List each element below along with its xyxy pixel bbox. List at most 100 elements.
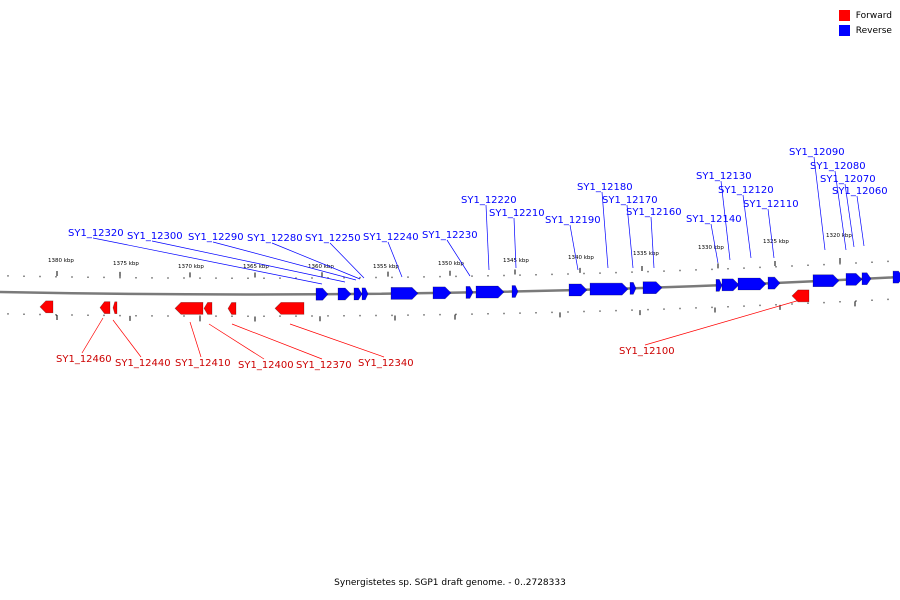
reverse-gene-label: SY1_12230 — [422, 230, 478, 241]
reverse-gene-label: SY1_12180 — [577, 182, 633, 193]
legend-reverse-label: Reverse — [855, 25, 892, 36]
forward-gene-label: SY1_12460 — [56, 354, 112, 365]
reverse-gene-label: SY1_12160 — [626, 207, 682, 218]
reverse-swatch — [838, 25, 850, 36]
genome-caption: Synergistetes sp. SGP1 draft genome. - 0… — [334, 578, 566, 588]
reverse-leader-line — [513, 217, 517, 269]
reverse-leader-line — [844, 183, 855, 248]
legend: Forward Reverse — [838, 9, 892, 39]
reverse-gene-label: SY1_12120 — [718, 185, 774, 196]
reverse-gene-arrow — [845, 273, 863, 286]
gene-arrows — [39, 270, 900, 315]
reverse-gene-label: SY1_12060 — [832, 186, 888, 197]
reverse-gene-label: SY1_12190 — [545, 215, 601, 226]
scale-label: 1335 kbp — [633, 251, 659, 257]
reverse-gene-label: SY1_12320 — [68, 228, 124, 239]
reverse-gene-arrow — [568, 283, 588, 297]
forward-leader-line — [644, 299, 801, 346]
reverse-gene-arrow — [353, 287, 363, 301]
scale-label: 1375 kbp — [113, 261, 139, 267]
forward-leader-line — [189, 321, 202, 358]
reverse-leader-line — [446, 239, 471, 277]
forward-swatch — [838, 10, 850, 21]
reverse-gene-label: SY1_12080 — [810, 161, 866, 172]
reverse-gene-arrow — [465, 286, 474, 299]
reverse-gene-label: SY1_12250 — [305, 233, 361, 244]
kbp-scale-labels: 1380 kbp 1375 kbp 1370 kbp 1365 kbp 1360 kbp… — [48, 233, 852, 270]
reverse-leader-line — [92, 237, 323, 285]
scale-label: 1360 kbp — [308, 264, 334, 270]
legend-forward-label: Forward — [855, 10, 892, 21]
reverse-gene-label: SY1_12090 — [789, 147, 845, 158]
reverse-leader-line — [329, 242, 365, 279]
forward-leader-line — [208, 323, 265, 360]
reverse-leader-line — [742, 194, 752, 259]
reverse-gene-label: SY1_12220 — [461, 195, 517, 206]
tick-marks — [7, 258, 889, 322]
scale-label: 1350 kbp — [438, 261, 464, 267]
forward-gene-arrow — [99, 301, 111, 314]
forward-gene-label: SY1_12410 — [175, 358, 231, 369]
reverse-leader-line — [834, 170, 847, 251]
scale-label: 1355 kbp — [373, 264, 399, 270]
reverse-gene-arrow — [361, 287, 369, 301]
reverse-leader-line — [151, 240, 346, 283]
reverse-leader-line — [271, 242, 361, 280]
forward-gene-arrow — [174, 302, 204, 315]
forward-leader-line — [231, 323, 323, 360]
reverse-gene-label: SY1_12110 — [743, 199, 799, 210]
forward-gene-label: SY1_12340 — [358, 358, 414, 369]
reverse-gene-arrow — [812, 274, 840, 288]
reverse-leader-line — [720, 180, 731, 261]
reverse-leader-line — [626, 204, 634, 269]
forward-leader-line — [81, 317, 104, 354]
reverse-gene-label: SY1_12280 — [247, 233, 303, 244]
legend-reverse: Reverse — [838, 24, 892, 37]
reverse-gene-label: SY1_12240 — [363, 232, 419, 243]
gene-labels: SY1_12320 SY1_12300 SY1_12290 SY1_12280 SY1_… — [56, 147, 888, 371]
legend-forward: Forward — [838, 9, 892, 22]
reverse-leader-line — [601, 191, 609, 269]
label-leader-lines — [81, 156, 865, 360]
reverse-gene-label: SY1_12290 — [188, 232, 244, 243]
reverse-gene-arrow — [642, 281, 663, 295]
reverse-gene-label: SY1_12170 — [602, 195, 658, 206]
forward-gene-arrow — [227, 302, 237, 315]
reverse-leader-line — [485, 204, 490, 271]
scale-label: 1320 kbp — [826, 233, 852, 239]
scale-label: 1325 kbp — [763, 239, 789, 245]
reverse-gene-arrow — [475, 285, 505, 299]
reverse-leader-line — [856, 195, 865, 247]
forward-gene-label: SY1_12100 — [619, 346, 675, 357]
reverse-gene-label: SY1_12130 — [696, 171, 752, 182]
forward-gene-label: SY1_12370 — [296, 360, 352, 371]
reverse-leader-line — [650, 216, 655, 269]
scale-label: 1365 kbp — [243, 264, 269, 270]
forward-gene-arrow — [39, 300, 54, 314]
reverse-gene-arrow — [629, 282, 637, 295]
forward-gene-label: SY1_12400 — [238, 360, 294, 371]
scale-label: 1370 kbp — [178, 264, 204, 270]
reverse-gene-arrow — [337, 287, 352, 301]
forward-gene-label: SY1_12440 — [115, 358, 171, 369]
scale-label: 1340 kbp — [568, 255, 594, 261]
reverse-gene-arrow — [767, 276, 781, 290]
forward-gene-arrow — [203, 302, 213, 315]
forward-gene-arrow — [112, 301, 118, 315]
forward-gene-arrow — [274, 302, 305, 315]
reverse-gene-arrow — [432, 286, 452, 300]
reverse-gene-arrow — [861, 272, 872, 286]
reverse-gene-arrow — [511, 285, 519, 298]
reverse-gene-arrow — [721, 278, 740, 292]
reverse-leader-line — [212, 241, 357, 281]
reverse-gene-label: SY1_12210 — [489, 208, 545, 219]
reverse-gene-arrow — [892, 270, 900, 284]
reverse-gene-arrow — [715, 279, 723, 292]
reverse-gene-label: SY1_12070 — [820, 174, 876, 185]
reverse-gene-arrow — [315, 287, 329, 301]
reverse-gene-label: SY1_12300 — [127, 231, 183, 242]
reverse-gene-arrow — [737, 277, 767, 291]
reverse-gene-label: SY1_12140 — [686, 214, 742, 225]
scale-label: 1380 kbp — [48, 258, 74, 264]
